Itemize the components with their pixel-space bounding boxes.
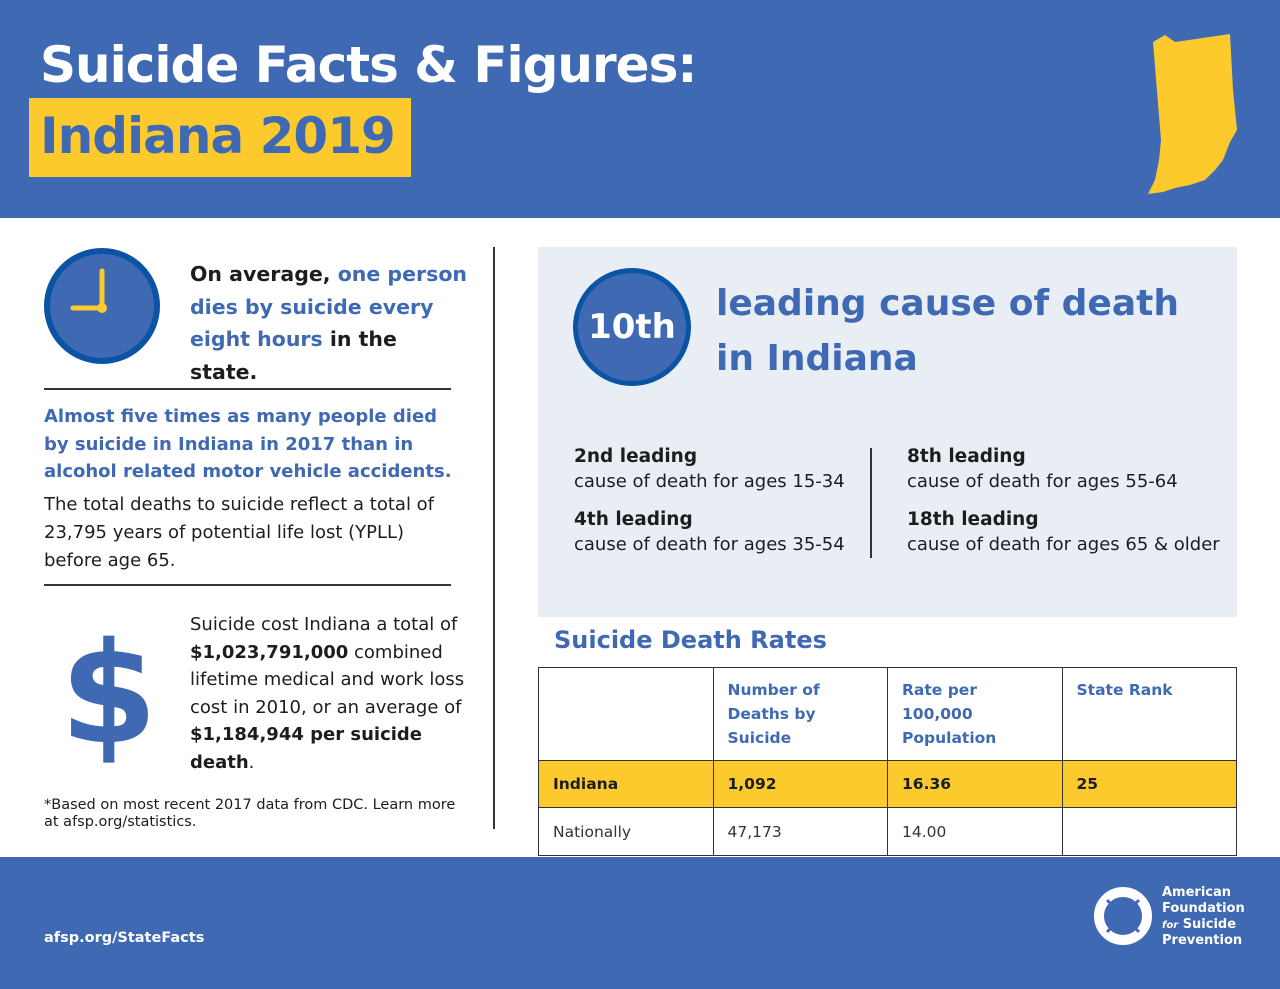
table-cell: 1,092 — [712, 760, 888, 808]
column-divider — [493, 247, 495, 829]
logo-text: for — [1162, 919, 1179, 931]
logo-text: American — [1162, 885, 1232, 900]
cost-text: Suicide cost Indiana a total of — [190, 614, 458, 635]
age-rank-item: 2nd leading cause of death for ages 15-34 — [574, 444, 894, 494]
age-rank-desc: cause of death for ages 15-34 — [574, 471, 845, 492]
table-cell — [1061, 807, 1237, 856]
alcohol-stat-headline: Almost five times as many people died by… — [44, 406, 452, 482]
column-header: Rate per 100,000 Population — [887, 667, 1063, 761]
divider — [44, 584, 451, 586]
footer-link[interactable]: afsp.org/StateFacts — [44, 930, 205, 946]
clock-icon — [44, 248, 160, 364]
afsp-logo-text: American Foundation for Suicide Prevention — [1162, 885, 1245, 949]
clock-stat: On average, one person dies by suicide e… — [190, 258, 470, 388]
table-row: Nationally 47,173 14.00 — [538, 807, 1237, 856]
divider — [44, 388, 451, 390]
footer — [0, 857, 1280, 989]
alcohol-stat-body: The total deaths to suicide reflect a to… — [44, 494, 435, 571]
table-cell: 14.00 — [887, 807, 1063, 856]
age-rank-item: 8th leading cause of death for ages 55-64 — [907, 444, 1227, 494]
age-rank: 4th leading — [574, 509, 693, 530]
rates-table: Number of Deaths by Suicide Rate per 100,… — [538, 667, 1237, 856]
indiana-state-map-icon — [1148, 34, 1237, 194]
column-header — [538, 667, 714, 761]
cost-stat: Suicide cost Indiana a total of $1,023,7… — [190, 611, 465, 776]
logo-text: Foundation — [1162, 900, 1245, 916]
cost-total: $1,023,791,000 — [190, 641, 349, 663]
cost-text: . — [248, 751, 255, 773]
rates-title: Suicide Death Rates — [554, 626, 827, 654]
age-rank: 18th leading — [907, 509, 1039, 530]
rank-badge: 10th — [573, 268, 691, 386]
dollar-icon: $ — [60, 613, 158, 776]
table-cell: 16.36 — [887, 760, 1063, 808]
rank-text: leading cause of death in Indiana — [716, 283, 1179, 379]
subtitle-highlight — [29, 98, 411, 177]
table-header-row: Number of Deaths by Suicide Rate per 100,… — [538, 667, 1237, 761]
lifebuoy-logo-icon — [1094, 887, 1152, 945]
age-rank-desc: cause of death for ages 35-54 — [574, 534, 845, 555]
age-rank: 8th leading — [907, 446, 1026, 467]
page-title: Suicide Facts & Figures: — [40, 36, 697, 94]
clock-stat-lead: On average, — [190, 262, 338, 286]
table-row: Indiana 1,092 16.36 25 — [538, 760, 1237, 808]
page-subtitle: Indiana 2019 * — [40, 107, 437, 165]
age-rank: 2nd leading — [574, 446, 698, 467]
clock-stat-tail: in the state. — [190, 327, 397, 384]
clock-stat-highlight: one person dies by suicide every eight h… — [190, 262, 468, 351]
footnote: *Based on most recent 2017 data from CDC… — [44, 797, 456, 830]
cost-text: combined lifetime medical and work loss … — [190, 641, 465, 718]
column-header: Number of Deaths by Suicide — [712, 667, 888, 761]
age-rank-desc: cause of death for ages 55-64 — [907, 471, 1178, 492]
logo-text: Suicide — [1182, 916, 1237, 932]
age-rank-desc: cause of death for ages 65 & older — [907, 534, 1220, 555]
age-divider — [870, 448, 872, 558]
column-header: State Rank — [1061, 667, 1237, 761]
table-cell: Nationally — [538, 807, 714, 856]
table-cell: 25 — [1061, 760, 1237, 808]
table-cell: 47,173 — [712, 807, 888, 856]
age-rank-item: 18th leading cause of death for ages 65 &… — [907, 507, 1227, 557]
table-cell: Indiana — [538, 760, 714, 808]
logo-text: Prevention — [1162, 933, 1243, 949]
age-rank-item: 4th leading cause of death for ages 35-54 — [574, 507, 894, 557]
cost-average: $1,184,944 per suicide death — [190, 724, 423, 773]
